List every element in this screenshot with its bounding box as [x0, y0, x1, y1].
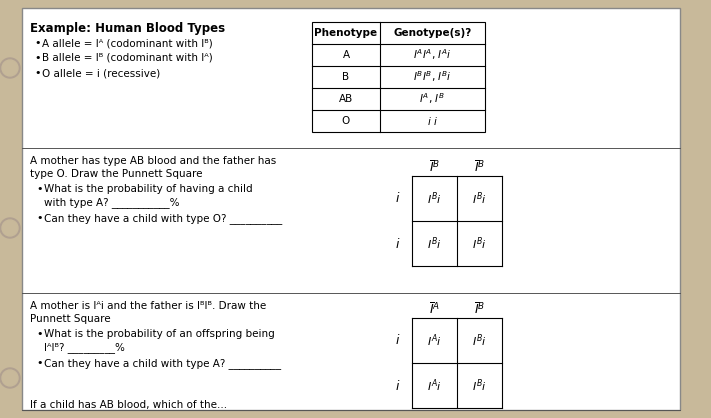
Circle shape	[2, 220, 18, 236]
Circle shape	[0, 58, 20, 78]
Text: $\overline{I}^B$: $\overline{I}^B$	[474, 302, 485, 317]
Text: $I^B i$: $I^B i$	[472, 190, 487, 207]
Text: A mother is Iᴬi and the father is IᴮIᴮ. Draw the: A mother is Iᴬi and the father is IᴮIᴮ. …	[30, 301, 266, 311]
Text: $I^B i$: $I^B i$	[427, 235, 442, 252]
Bar	[312, 22, 485, 132]
Text: $I^B I^B$, $I^B i$: $I^B I^B$, $I^B i$	[413, 70, 452, 84]
Text: $\overline{I}^B$: $\overline{I}^B$	[474, 160, 485, 176]
Text: •: •	[36, 329, 43, 339]
Text: •: •	[34, 53, 41, 63]
Text: $\overline{I}^B$: $\overline{I}^B$	[429, 160, 440, 176]
Text: $i$: $i$	[395, 379, 401, 393]
Circle shape	[0, 218, 20, 238]
Text: $i$: $i$	[395, 191, 401, 206]
Text: O allele = i (recessive): O allele = i (recessive)	[42, 68, 160, 78]
Text: If a child has AB blood, which of the...: If a child has AB blood, which of the...	[30, 400, 227, 410]
Text: $I^A I^A$, $I^A i$: $I^A I^A$, $I^A i$	[413, 48, 452, 62]
Text: $i\ i$: $i\ i$	[427, 115, 438, 127]
Text: B: B	[343, 72, 350, 82]
Text: B allele = Iᴮ (codominant with Iᴬ): B allele = Iᴮ (codominant with Iᴬ)	[42, 53, 213, 63]
Text: $I^A i$: $I^A i$	[427, 332, 442, 349]
Text: Phenotype: Phenotype	[314, 28, 378, 38]
Text: Can they have a child with type O? __________: Can they have a child with type O? _____…	[44, 213, 282, 224]
Text: A: A	[343, 50, 350, 60]
Text: Genotype(s)?: Genotype(s)?	[393, 28, 471, 38]
Text: Can they have a child with type A? __________: Can they have a child with type A? _____…	[44, 358, 281, 369]
Text: $I^B i$: $I^B i$	[427, 190, 442, 207]
Text: AB: AB	[339, 94, 353, 104]
Text: A allele = Iᴬ (codominant with Iᴮ): A allele = Iᴬ (codominant with Iᴮ)	[42, 38, 213, 48]
Text: What is the probability of having a child: What is the probability of having a chil…	[44, 184, 252, 194]
Text: $\overline{I}^A$: $\overline{I}^A$	[429, 302, 440, 317]
Text: O: O	[342, 116, 350, 126]
Text: $I^A i$: $I^A i$	[427, 377, 442, 394]
Text: Punnett Square: Punnett Square	[30, 314, 111, 324]
Text: $I^B i$: $I^B i$	[472, 377, 487, 394]
Text: type O. Draw the Punnett Square: type O. Draw the Punnett Square	[30, 169, 203, 179]
Text: •: •	[34, 68, 41, 78]
Text: •: •	[34, 38, 41, 48]
Text: $I^A$, $I^B$: $I^A$, $I^B$	[419, 92, 446, 107]
Text: •: •	[36, 184, 43, 194]
Circle shape	[2, 60, 18, 76]
Text: $i$: $i$	[395, 237, 401, 250]
Circle shape	[0, 368, 20, 388]
Text: •: •	[36, 213, 43, 223]
Text: $I^B i$: $I^B i$	[472, 235, 487, 252]
Text: •: •	[36, 358, 43, 368]
Text: A mother has type AB blood and the father has: A mother has type AB blood and the fathe…	[30, 156, 277, 166]
Text: IᴬIᴮ? _________%: IᴬIᴮ? _________%	[44, 342, 125, 353]
Text: $i$: $i$	[395, 334, 401, 347]
Circle shape	[2, 370, 18, 386]
Text: $I^B i$: $I^B i$	[472, 332, 487, 349]
Text: What is the probability of an offspring being: What is the probability of an offspring …	[44, 329, 274, 339]
Text: with type A? ___________%: with type A? ___________%	[44, 197, 179, 208]
Text: Example: Human Blood Types: Example: Human Blood Types	[30, 22, 225, 35]
